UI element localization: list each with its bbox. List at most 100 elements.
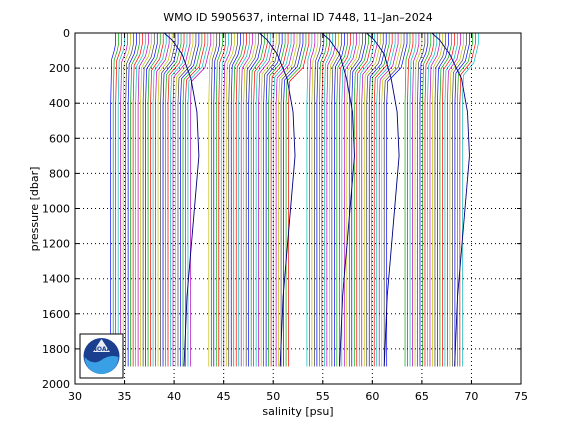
profile-line: [311, 33, 319, 367]
profile-line: [142, 33, 155, 367]
highlight-profile-line: [259, 32, 296, 367]
profile-line: [190, 33, 212, 367]
profile-line: [235, 33, 247, 367]
y-tick-label: 2000: [42, 378, 70, 391]
profile-line: [162, 33, 179, 367]
x-tick-label: 65: [415, 390, 429, 403]
profile-line: [220, 33, 229, 367]
profile-line: [285, 33, 307, 367]
y-tick-label: 1600: [42, 308, 70, 321]
profile-line: [366, 33, 384, 367]
profile-line: [316, 33, 325, 367]
profile-line: [346, 33, 360, 367]
x-tick-label: 70: [464, 390, 478, 403]
profile-line: [210, 33, 218, 367]
y-tick-label: 1800: [42, 343, 70, 356]
x-tick-label: 35: [118, 390, 132, 403]
profile-line: [381, 33, 402, 367]
profile-line: [409, 33, 417, 367]
profile-line: [356, 33, 372, 367]
profile-line: [459, 33, 476, 367]
profile-line: [115, 33, 122, 367]
profile-line: [343, 33, 357, 367]
x-tick-label: 30: [68, 390, 82, 403]
profile-line: [208, 33, 215, 367]
profile-line: [432, 33, 444, 367]
profile-line: [333, 33, 345, 367]
profile-line: [278, 33, 298, 367]
profile-line: [447, 33, 461, 367]
profile-line: [135, 33, 146, 367]
chart-title: WMO ID 5905637, internal ID 7448, 11–Jan…: [163, 11, 433, 24]
profile-line: [172, 33, 191, 367]
profile-line: [245, 33, 259, 367]
profile-line: [452, 33, 467, 367]
profile-line: [150, 33, 164, 367]
profile-line: [132, 33, 143, 367]
profile-line: [265, 33, 283, 367]
x-tick-label: 45: [217, 390, 231, 403]
profile-line: [248, 33, 262, 367]
x-tick-label: 75: [514, 390, 528, 403]
y-tick-label: 200: [49, 62, 70, 75]
grid-layer: [75, 33, 521, 384]
profile-line: [427, 33, 438, 367]
profile-line: [180, 33, 200, 367]
profile-line: [253, 33, 268, 367]
y-tick-label: 1200: [42, 238, 70, 251]
profile-line: [348, 33, 363, 367]
axes-layer: 30 35 40 45 50 55 60 65 70 75 0 200 400 600 800 1000 120…: [42, 27, 528, 403]
profile-line: [309, 33, 316, 367]
profile-line: [326, 33, 337, 367]
x-tick-label: 60: [365, 390, 379, 403]
profile-line: [250, 33, 265, 367]
profile-line: [280, 33, 301, 367]
profile-line: [145, 33, 158, 367]
highlight-profile-line: [321, 32, 355, 367]
profile-line: [341, 33, 354, 367]
x-tick-label: 50: [266, 390, 280, 403]
profile-line: [371, 33, 390, 367]
profile-line: [376, 33, 396, 367]
profile-line: [110, 33, 116, 367]
profile-line: [442, 33, 455, 367]
profile-line: [314, 33, 322, 367]
noaa-logo: NOAA: [79, 333, 124, 379]
profile-line: [386, 33, 408, 367]
profile-line: [368, 33, 387, 367]
profile-line: [243, 33, 256, 367]
profile-line: [125, 33, 134, 367]
profile-line: [177, 33, 197, 367]
profile-line: [429, 33, 441, 367]
profile-line: [182, 33, 203, 367]
logo-wordmark: NOAA: [92, 346, 112, 353]
profile-line: [223, 33, 232, 367]
x-axis-title: salinity [psu]: [262, 405, 333, 418]
profile-line: [324, 33, 334, 367]
y-axis-title: pressure [dbar]: [28, 167, 41, 252]
profile-line: [275, 33, 295, 367]
profile-line: [238, 33, 250, 367]
profile-line: [187, 33, 209, 367]
profile-line: [268, 33, 286, 367]
profile-line: [412, 33, 420, 367]
profile-line: [378, 33, 399, 367]
profile-line: [363, 33, 381, 367]
profile-line: [112, 33, 119, 367]
highlight-profile-line: [163, 32, 200, 367]
profile-line: [225, 33, 235, 367]
profile-line: [233, 33, 244, 367]
profile-line: [288, 33, 310, 367]
profile-line: [329, 33, 339, 367]
profile-line: [122, 33, 131, 367]
profile-line: [454, 33, 470, 367]
profile-line: [321, 33, 331, 367]
y-tick-label: 600: [49, 132, 70, 145]
profile-line: [255, 33, 271, 367]
x-tick-label: 40: [167, 390, 181, 403]
profile-line: [185, 33, 206, 367]
y-tick-label: 1400: [42, 273, 70, 286]
profile-line: [218, 33, 226, 367]
profile-line: [137, 33, 149, 367]
